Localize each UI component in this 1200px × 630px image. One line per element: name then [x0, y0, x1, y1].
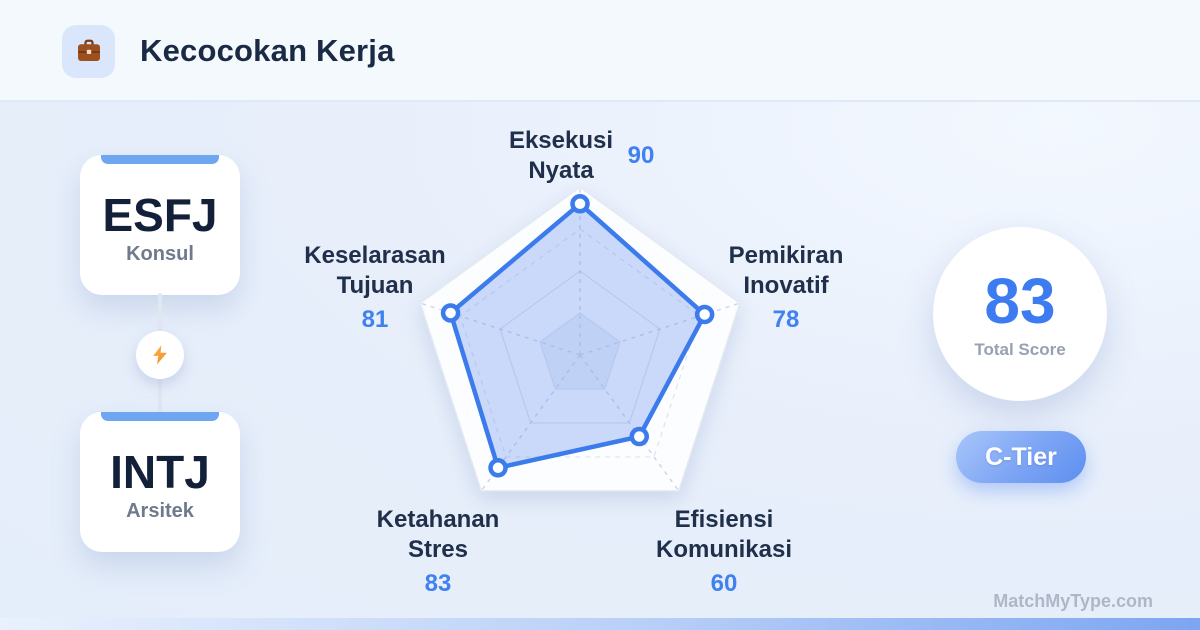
watermark: MatchMyType.com	[993, 591, 1153, 611]
header: Kecocokan Kerja	[0, 0, 1200, 102]
axis-value-ketahanan-stres: 83	[424, 570, 452, 597]
bottom-accent-bar	[0, 618, 1200, 630]
total-score-label: Total Score	[974, 339, 1066, 359]
card-accent-bar	[101, 412, 219, 421]
axis-label-efisiensi-komunikasi: Efisiensi Komunikasi 60	[619, 505, 829, 599]
type-code: ESFJ	[102, 188, 218, 241]
type-card-intj: INTJ Arsitek	[80, 412, 240, 552]
axis-value-efisiensi-komunikasi: 60	[710, 570, 738, 597]
tier-badge: C-Tier	[956, 431, 1086, 483]
axis-label-keselarasan-tujuan: Keselarasan Tujuan 81	[270, 241, 480, 335]
page-title: Kecocokan Kerja	[140, 33, 395, 68]
type-card-esfj: ESFJ Konsul	[80, 155, 240, 295]
total-score-number: 83	[984, 264, 1056, 337]
axis-label-eksekusi-nyata: Eksekusi Nyata	[508, 127, 614, 184]
total-score-circle: 83 Total Score	[933, 227, 1107, 401]
axis-value-keselarasan-tujuan: 81	[361, 306, 389, 333]
axis-label-pemikiran-inovatif: Pemikiran Inovatif 78	[681, 241, 891, 335]
radar-chart	[419, 186, 741, 492]
axis-value-eksekusi-nyata: 90	[627, 142, 655, 169]
card-accent-bar	[101, 155, 219, 164]
type-name: Konsul	[126, 243, 194, 266]
type-code: INTJ	[110, 445, 210, 498]
axis-value-pemikiran-inovatif: 78	[772, 306, 800, 333]
briefcase-icon	[62, 25, 115, 78]
axis-label-ketahanan-stres: Ketahanan Stres 83	[333, 505, 543, 599]
lightning-icon	[136, 331, 184, 379]
type-name: Arsitek	[126, 500, 194, 523]
